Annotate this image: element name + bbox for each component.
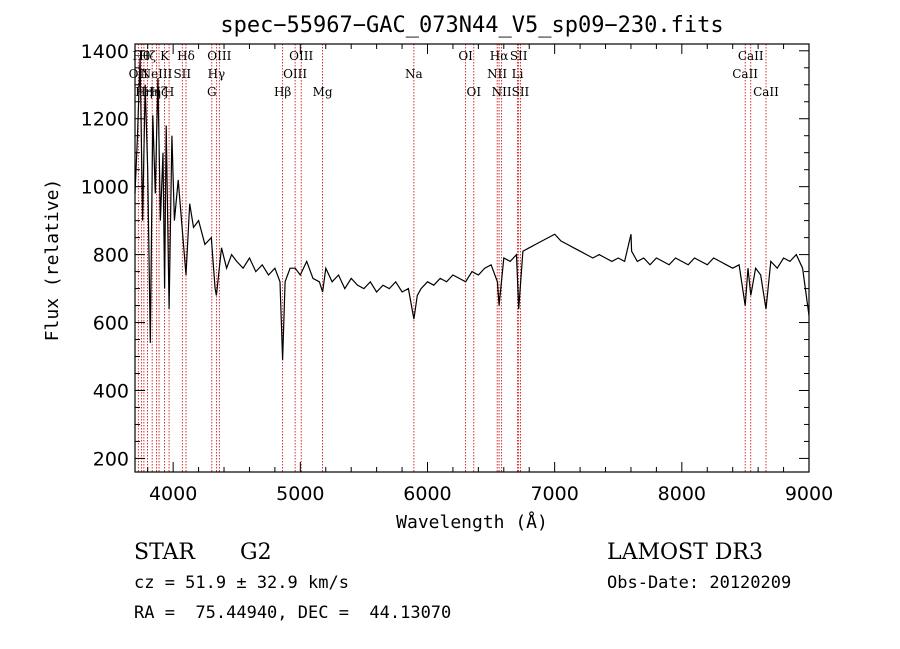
x-tick-label: 4000 [149,483,197,505]
spectral-line-label: Mg [313,85,333,99]
x-tick-label: 8000 [658,483,706,505]
spectral-line-label: Hγ [208,67,226,81]
spectral-line-label: Hα [490,49,509,63]
spectral-line-label: H [164,85,174,99]
spectral-line-label: Hδ [177,49,195,63]
spectral-line-label: CaII [732,67,758,81]
spectral-line-label: SII [173,67,191,81]
spectral-line-label: Hβ [274,85,291,99]
axis-ticks: 4000 5000 6000 7000 8000 9000 200 400 600 800 1000… [81,41,834,505]
x-tick-label: 6000 [403,483,451,505]
spectral-line-label: OIII [289,49,313,63]
spectral-line-label: Hη [143,85,161,99]
obs-date-text: Obs-Date: 20120209 [607,573,792,593]
coordinates-text: RA = 75.44940, DEC = 44.13070 [134,603,452,623]
spectral-line-label: NII [487,67,507,81]
x-tick-label: 7000 [530,483,578,505]
y-tick-label: 1000 [81,177,129,199]
spectral-line-label: SII [510,49,528,63]
spectral-line-label: SII [512,85,530,99]
x-tick-label: 5000 [276,483,324,505]
spectral-line-labels: OIIHθHηHζHηNeIIIHζKHSIIHδGHγOIIIHβOIIIOI… [129,49,780,99]
spectral-line-label: Hζ [139,49,156,63]
spectral-line-label: OI [466,85,481,99]
y-tick-label: 600 [93,313,129,335]
subclass-label: G2 [240,540,272,565]
y-tick-label: 400 [93,380,129,402]
x-tick-label: 9000 [785,483,833,505]
redshift-text: cz = 51.9 ± 32.9 km/s [134,573,349,593]
spectral-line-label: NeIII [141,67,173,81]
spectral-line-label: CaII [753,85,779,99]
spectral-line-label: Li [512,67,524,81]
chart-title: spec−55967−GAC_073N44_V5_sp09−230.fits [220,13,723,38]
spectral-line-label: Na [405,67,423,81]
y-tick-label: 1400 [81,41,129,63]
plot-frame [134,43,810,473]
spectrum-line [134,57,810,360]
spectral-line-label: OIII [283,67,307,81]
survey-label: LAMOST DR3 [607,540,763,565]
spectral-line-label: Hθ [133,49,151,63]
x-axis-label: Wavelength (Å) [396,511,548,533]
spectral-line-label: CaII [738,49,764,63]
spectral-line-label: G [207,85,217,99]
spectral-line-label: K [160,49,170,63]
y-tick-label: 800 [93,245,129,267]
y-tick-label: 200 [93,448,129,470]
spectral-line-markers [137,44,767,472]
spectral-line-label: OI [458,49,473,63]
spectral-line-label: Hζ [151,85,168,99]
class-label: STAR [134,540,195,565]
y-axis-label: Flux (relative) [42,179,63,342]
spectral-line-label: NII [492,85,512,99]
y-tick-label: 1200 [81,109,129,131]
spectral-line-label: OIII [207,49,231,63]
spectral-line-label: OII [129,67,149,81]
